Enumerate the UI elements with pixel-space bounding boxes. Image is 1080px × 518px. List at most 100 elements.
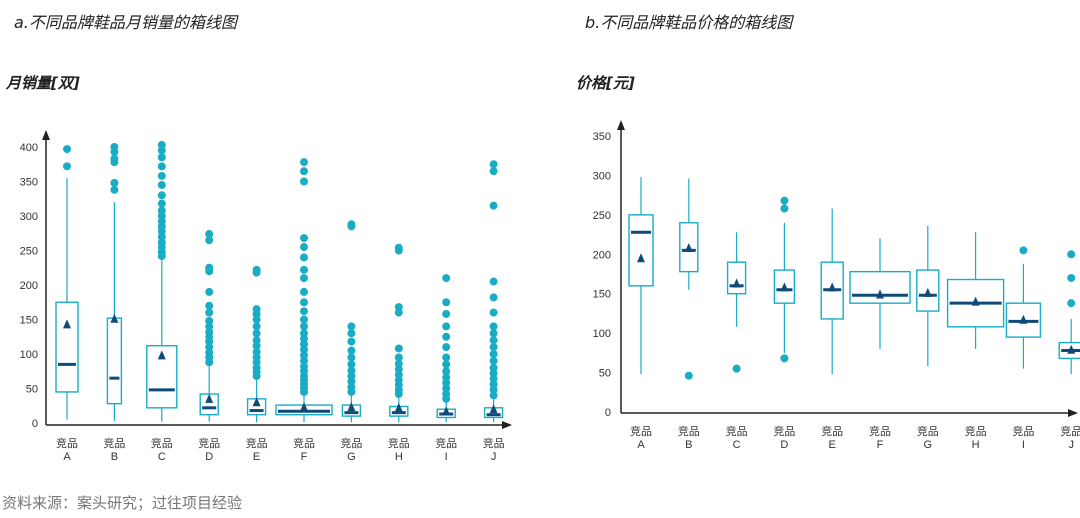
chart-b-box — [628, 214, 654, 287]
chart-a-outlier — [347, 360, 356, 369]
chart-a-x-arrow — [502, 421, 512, 429]
chart-b-outlier — [1067, 250, 1076, 259]
chart-a-outlier — [205, 263, 214, 272]
chart-a-outlier — [394, 308, 403, 317]
chart-b-x-tick-label: 竞品 J — [1060, 424, 1080, 451]
chart-a-outlier — [489, 322, 498, 331]
chart-a-outlier — [489, 380, 498, 389]
chart-a-outlier — [347, 346, 356, 355]
chart-a-outlier — [205, 327, 214, 336]
chart-a-outlier — [157, 199, 166, 208]
chart-a-y-tick-label: 100 — [20, 349, 38, 361]
chart-a-outlier — [300, 167, 308, 176]
chart-b-y-tick-label: 350 — [593, 131, 611, 143]
chart-a-mean-marker — [110, 313, 119, 323]
chart-a-outlier — [442, 360, 451, 369]
chart-a-y-tick-label: 300 — [20, 211, 38, 223]
chart-a-outlier — [252, 315, 261, 324]
chart-a-mean-marker — [394, 402, 403, 412]
chart-a-outlier — [300, 265, 308, 274]
chart-b-y-tick-label: 300 — [593, 170, 611, 182]
chart-a-y-tick-label: 200 — [20, 280, 38, 292]
chart-a-outlier — [157, 217, 166, 226]
chart-a-outlier — [442, 274, 451, 283]
chart-a-outlier — [157, 238, 166, 247]
chart-b-mean-marker — [684, 242, 693, 252]
chart-a-y-tick-label: 50 — [26, 384, 38, 396]
chart-b-outlier — [732, 364, 741, 373]
chart-a-mean-marker — [63, 319, 71, 329]
chart-a-x-tick-label: 竞品 A — [56, 436, 78, 463]
chart-b-x-tick-label: 竞品 C — [726, 424, 748, 451]
chart-a-outlier — [300, 315, 308, 324]
chart-a-outlier — [252, 363, 261, 372]
chart-a-outlier — [347, 322, 356, 331]
chart-a-outlier — [489, 343, 498, 352]
chart-b-x-tick-label: 竞品 H — [965, 424, 987, 451]
chart-a-outlier — [157, 140, 166, 149]
chart-a-ylabel: 月销量[双] — [6, 74, 80, 92]
chart-b-y-tick-label: 100 — [593, 328, 611, 340]
chart-a-outlier — [347, 337, 356, 346]
chart-a-outlier — [442, 298, 451, 307]
chart-a-x-tick-label: 竞品 G — [340, 436, 362, 463]
chart-a-outlier — [442, 322, 451, 331]
chart-b-title: b.不同品牌鞋品价格的箱线图 — [585, 13, 793, 32]
chart-a-outlier — [252, 322, 261, 331]
chart-a-box — [106, 317, 123, 405]
chart-a-outlier — [347, 366, 356, 375]
chart-a-outlier — [442, 367, 451, 376]
chart-a-y-tick-label: 400 — [20, 142, 38, 154]
chart-b-x-tick-label: 竞品 A — [630, 424, 652, 451]
chart-a-mean-marker — [442, 406, 451, 416]
chart-a-y-tick-label: 350 — [20, 177, 38, 189]
chart-b-x-arrow — [1068, 409, 1078, 417]
chart-a-outlier — [394, 353, 403, 362]
chart-b-x-tick-label: 竞品 I — [1012, 424, 1034, 451]
chart-a-outlier — [63, 145, 71, 154]
chart-a-outlier — [252, 329, 261, 338]
chart-a-outlier — [157, 180, 166, 189]
chart-a-mean-marker — [347, 402, 356, 412]
chart-b-outlier — [780, 196, 789, 205]
chart-a-outlier — [300, 274, 308, 283]
chart-a-outlier — [442, 332, 451, 341]
chart-a-outlier — [252, 341, 261, 350]
chart-a-outlier — [205, 322, 214, 331]
chart-a-outlier — [394, 370, 403, 379]
chart-a-outlier — [300, 243, 308, 252]
chart-a-outlier — [157, 171, 166, 180]
chart-a-y-tick-label: 0 — [32, 418, 38, 430]
chart-a-outlier — [110, 143, 119, 151]
chart-a-outlier — [347, 372, 356, 381]
chart-b-y-arrow — [617, 120, 625, 130]
chart-a-outlier — [347, 377, 356, 386]
chart-a-outlier — [442, 390, 451, 399]
chart-b-outlier — [780, 204, 789, 213]
chart-a-outlier — [157, 162, 166, 171]
chart-a-outlier — [300, 351, 308, 360]
chart-a-outlier — [205, 343, 214, 352]
chart-b-x-tick-label: 竞品 E — [821, 424, 843, 451]
chart-a-outlier — [489, 369, 498, 378]
chart-a-outlier — [157, 212, 166, 220]
chart-a-outlier — [394, 303, 403, 312]
chart-a-outlier — [489, 336, 498, 345]
chart-a-outlier — [489, 350, 498, 358]
chart-a-outlier — [157, 146, 166, 155]
chart-a-outlier — [347, 383, 356, 392]
chart-b-mean-marker — [780, 282, 789, 292]
chart-b-mean-marker — [971, 296, 980, 306]
chart-a-mean-marker — [252, 397, 261, 407]
chart-a-outlier — [489, 329, 498, 338]
chart-b-box — [726, 261, 747, 295]
chart-a-outlier — [394, 359, 403, 368]
chart-a-x-tick-label: 竞品 E — [246, 436, 268, 463]
chart-a-outlier — [442, 378, 451, 387]
chart-b-y-tick-label: 0 — [605, 407, 611, 419]
chart-a-outlier — [300, 322, 308, 331]
chart-a-outlier — [157, 232, 166, 241]
chart-a-mean-marker — [157, 350, 166, 360]
chart-a-outlier — [394, 365, 403, 374]
